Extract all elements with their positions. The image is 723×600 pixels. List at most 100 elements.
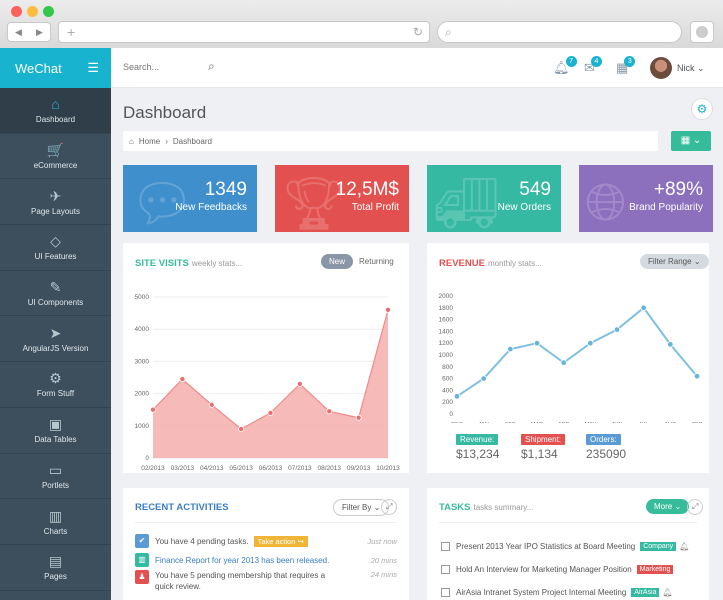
browser-chrome: ◀ ▶ + ↻ ⌕: [0, 0, 723, 48]
revenue-chart: 0 200 400 600 800 1000 1200 1400 1600 1800 2000 DEC…: [439, 293, 703, 423]
back-arrow-icon[interactable]: ◀: [15, 26, 22, 37]
back-forward-buttons[interactable]: ◀ ▶: [7, 22, 51, 42]
bell-icon[interactable]: 🔔︎: [679, 541, 690, 551]
user-menu[interactable]: Nick ⌄: [677, 63, 705, 74]
filter-range-button[interactable]: Filter Range ⌄: [640, 254, 709, 269]
maximize-window-dot[interactable]: [43, 6, 54, 17]
list-item[interactable]: ▥ Finance Report for year 2013 has been …: [135, 551, 397, 569]
task-text: Present 2013 Year IPO Statistics at Boar…: [456, 541, 636, 551]
sidebar-item-charts[interactable]: ▥ Charts: [0, 499, 111, 545]
reload-icon[interactable]: ↻: [412, 25, 423, 39]
sidebar-item-data-tables[interactable]: ▣ Data Tables: [0, 408, 111, 454]
stat-card-orders[interactable]: 🚚︎ 549 New Orders: [427, 165, 561, 232]
sidebar-item-ecommerce[interactable]: 🛒 eCommerce: [0, 134, 111, 180]
site-visits-chart: 0 1000 2000 3000 4000 5000 02/2013 03/2013 04/20…: [135, 294, 401, 472]
sidebar-item-pages[interactable]: ▤ Pages: [0, 545, 111, 591]
expand-icon[interactable]: ⤢: [381, 499, 398, 515]
avatar[interactable]: [650, 57, 672, 79]
breadcrumb-home[interactable]: Home: [138, 136, 161, 146]
task-tag: Company: [640, 541, 677, 551]
data-point: [149, 406, 156, 413]
sidebar-item-ui-features[interactable]: ◇ UI Features: [0, 225, 111, 271]
sidebar-item-page-layouts[interactable]: ✈ Page Layouts: [0, 179, 111, 226]
stat-card-feedbacks[interactable]: 💬︎ 1349 New Feedbacks: [123, 165, 257, 232]
task-tag: AirAsia: [631, 587, 660, 597]
activity-time: 20 mins: [370, 555, 397, 565]
data-point: [533, 339, 541, 347]
main-content: Dashboard ⚙ ⌂ Home › Dashboard ▦ ⌄ 💬︎ 134…: [111, 88, 723, 600]
list-item[interactable]: ♟ You have 5 pending membership that req…: [135, 570, 397, 600]
y-tick-label: 1400: [439, 328, 454, 335]
search-icon[interactable]: ⌕: [208, 59, 215, 73]
revenue-subtitle: monthly stats...: [487, 259, 542, 268]
y-tick-label: 0: [145, 455, 149, 462]
task-checkbox[interactable]: [441, 587, 450, 597]
y-tick-label: 600: [442, 376, 453, 383]
sidebar-item-dashboard[interactable]: ⌂ Dashboard: [0, 88, 111, 134]
address-bar[interactable]: + ↻: [58, 21, 430, 43]
take-action-button[interactable]: Take action ↪: [253, 535, 308, 547]
task-row[interactable]: AirAsia Intranet System Project Internal…: [441, 583, 697, 600]
task-checkbox[interactable]: [441, 541, 450, 551]
brand-logo[interactable]: WeChat: [15, 60, 62, 76]
task-row[interactable]: Hold An Interview for Marketing Manager …: [441, 560, 697, 578]
task-text: Hold An Interview for Marketing Manager …: [456, 564, 632, 574]
data-point: [453, 393, 461, 400]
data-point: [560, 359, 567, 366]
user-name: Nick: [677, 63, 695, 73]
diamond-icon: ◇: [50, 233, 61, 250]
bell-icon[interactable]: 🔔︎: [662, 587, 673, 597]
trophy-icon: 🏆︎: [281, 175, 348, 232]
data-point: [613, 326, 621, 333]
task-row[interactable]: Present 2013 Year IPO Statistics at Boar…: [441, 537, 697, 555]
browser-menu-button[interactable]: [690, 21, 714, 43]
minimize-window-dot[interactable]: [27, 6, 38, 17]
browser-search-bar[interactable]: ⌕: [437, 21, 682, 43]
sidebar-item-portlets[interactable]: ▭ Portlets: [0, 454, 111, 500]
sidebar-item-label: Dashboard: [35, 115, 76, 125]
stat-card-popularity[interactable]: 🌐︎ +89% Brand Popularity: [579, 165, 713, 232]
search-input[interactable]: Search...: [123, 62, 160, 72]
stat-label: Brand Popularity: [629, 202, 703, 213]
close-window-dot[interactable]: [11, 6, 22, 17]
data-point: [693, 373, 701, 380]
x-tick-label: FEB: [505, 422, 516, 423]
tab-new[interactable]: New: [321, 254, 354, 269]
list-item[interactable]: ✔ You have 4 pending tasks. Take action …: [135, 532, 397, 550]
x-tick-label: DEC: [451, 422, 463, 423]
tab-returning[interactable]: Returning: [359, 257, 394, 266]
data-point: [326, 408, 333, 415]
stat-value: 12,5M$: [335, 179, 399, 200]
stat-card-profit[interactable]: 🏆︎ 12,5M$ Total Profit: [275, 165, 409, 232]
gear-icon: ⚙: [696, 102, 708, 116]
expand-icon[interactable]: ⤢: [687, 499, 704, 515]
x-tick-label: JAN: [478, 422, 488, 423]
more-button[interactable]: More ⌄: [646, 499, 690, 514]
chevron-down-icon: ⌄: [697, 63, 705, 73]
calendar-icon[interactable]: ▦ 3: [616, 56, 636, 76]
task-checkbox[interactable]: [441, 564, 450, 574]
task-text: AirAsia Intranet System Project Internal…: [456, 587, 627, 597]
settings-gear-button[interactable]: ⚙: [691, 98, 713, 120]
breadcrumb: ⌂ Home › Dashboard: [123, 131, 658, 151]
y-tick-label: 1800: [439, 305, 454, 312]
tasks-title: TASKS tasks summary...: [439, 502, 534, 513]
sidebar-item-angularjs-version[interactable]: ➤ AngularJS Version: [0, 316, 111, 363]
settings-icon: ⚙: [49, 370, 62, 387]
x-tick-label: JUN: [612, 422, 623, 423]
data-point: [296, 380, 303, 387]
rocket-icon: ✈: [49, 187, 62, 204]
x-tick-label: AUG: [664, 422, 676, 423]
sidebar-item-ui-components[interactable]: ✎ UI Components: [0, 271, 111, 317]
user-icon: ♟: [135, 570, 149, 584]
bell-icon[interactable]: 🔔︎ 7: [553, 56, 577, 76]
new-tab-icon[interactable]: +: [67, 24, 76, 40]
chevron-down-icon: ⌄: [373, 503, 381, 512]
sidebar-item-form-stuff[interactable]: ⚙ Form Stuff: [0, 362, 111, 408]
forward-arrow-icon[interactable]: ▶: [36, 26, 43, 37]
date-picker-button[interactable]: ▦ ⌄: [671, 131, 711, 151]
y-tick-label: 1200: [439, 340, 454, 347]
menu-toggle-icon[interactable]: ☰: [87, 60, 99, 75]
mail-icon[interactable]: ✉ 4: [584, 56, 602, 76]
topbar: Search... ⌕ 🔔︎ 7 ✉ 4 ▦ 3 Nick ⌄: [111, 48, 723, 88]
